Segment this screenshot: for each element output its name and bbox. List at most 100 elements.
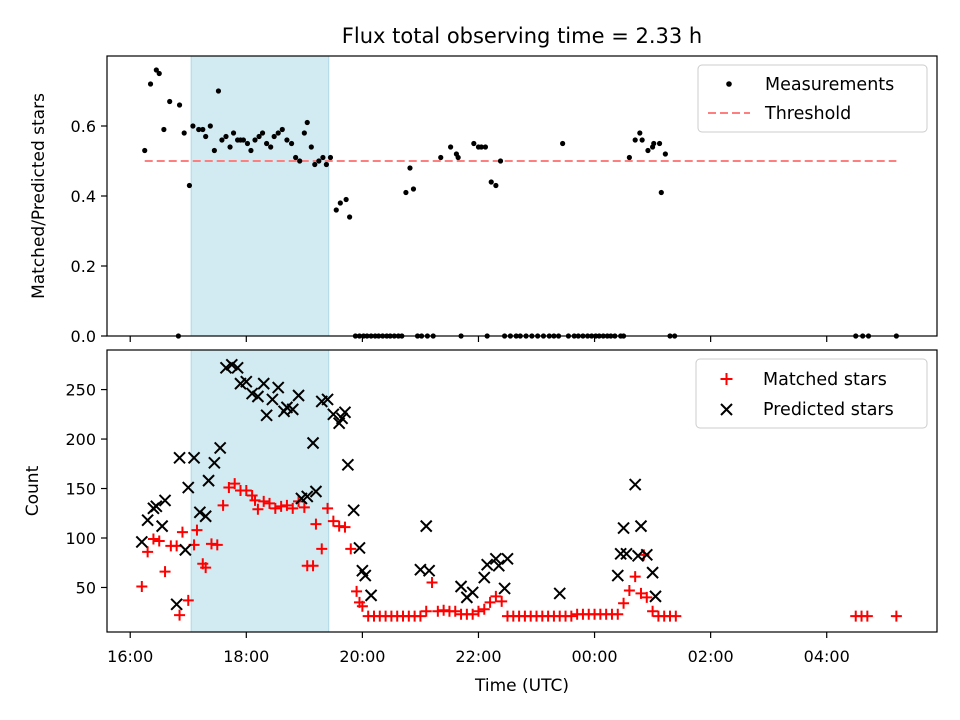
top-y-tick-label: 0.6 xyxy=(71,117,96,136)
measurement-point xyxy=(656,140,663,147)
measurement-point xyxy=(410,186,417,192)
legend-predicted-label: Predicted stars xyxy=(763,400,894,420)
predicted-star-point xyxy=(359,569,372,582)
predicted-star-point xyxy=(193,506,207,519)
matched-star-point xyxy=(629,571,641,583)
x-tick-label: 04:00 xyxy=(804,647,850,666)
predicted-star-point xyxy=(245,387,259,400)
matched-star-point xyxy=(467,608,479,620)
legend-threshold-label: Threshold xyxy=(764,104,851,124)
predicted-star-point xyxy=(272,381,285,394)
measurement-point xyxy=(639,137,645,143)
matched-star-point xyxy=(252,503,264,515)
measurement-point xyxy=(471,140,477,147)
legend-measurements-marker xyxy=(726,81,732,87)
matched-star-point xyxy=(191,524,203,536)
matched-star-point xyxy=(159,566,171,578)
measurement-point xyxy=(645,147,651,154)
measurement-point xyxy=(207,123,213,129)
matched-star-point xyxy=(635,587,647,599)
measurement-point xyxy=(161,126,167,133)
bottom-legend: Matched stars Predicted stars xyxy=(695,358,928,429)
measurement-point xyxy=(658,189,664,196)
predicted-star-point xyxy=(240,375,253,388)
bottom-highlight-band xyxy=(190,349,330,633)
measurement-point xyxy=(438,154,444,161)
measurement-point xyxy=(337,200,343,206)
highlight-band xyxy=(190,349,330,633)
matched-star-point xyxy=(182,594,194,606)
predicted-star-point xyxy=(309,485,323,498)
measurement-point xyxy=(156,70,162,77)
matched-star-point xyxy=(496,595,508,607)
x-axis-label: Time (UTC) xyxy=(474,676,569,696)
measurement-point xyxy=(323,161,329,168)
predicted-star-point xyxy=(155,519,169,533)
predicted-star-point xyxy=(364,589,378,602)
predicted-star-point xyxy=(646,566,659,579)
matched-star-point xyxy=(490,590,502,602)
matched-star-point xyxy=(240,485,252,497)
matched-star-point xyxy=(310,518,322,530)
predicted-star-point xyxy=(202,474,215,487)
measurement-point xyxy=(268,144,274,150)
measurement-point xyxy=(493,182,499,189)
predicted-star-point xyxy=(173,451,186,465)
matched-star-point xyxy=(287,502,299,514)
chart-title: Flux total observing time = 2.33 h xyxy=(342,24,702,48)
measurement-point xyxy=(560,140,566,147)
measurement-point xyxy=(288,140,295,147)
predicted-star-point xyxy=(327,408,340,421)
predicted-star-point xyxy=(553,587,566,600)
measurement-point xyxy=(211,147,217,154)
matched-star-point xyxy=(200,562,212,574)
predicted-star-point xyxy=(335,412,349,425)
predicted-star-point xyxy=(492,559,505,572)
predicted-star-point xyxy=(179,543,192,557)
measurement-point xyxy=(215,88,222,94)
top-highlight-band xyxy=(190,55,330,337)
measurement-point xyxy=(632,137,638,143)
measurement-point xyxy=(488,179,494,185)
measurement-point xyxy=(478,144,484,150)
predicted-star-point xyxy=(292,389,305,402)
predicted-star-point xyxy=(422,564,436,577)
measurement-point xyxy=(497,158,504,164)
bottom-x-ticks: 16:00 18:00 20:00 22:00 00:00 02:00 04:00 xyxy=(107,632,850,666)
measurement-point xyxy=(223,133,229,140)
matched-star-point xyxy=(307,560,319,572)
predicted-star-point xyxy=(480,558,494,571)
measurement-point xyxy=(271,133,277,140)
predicted-star-point xyxy=(257,377,270,390)
predicted-star-point xyxy=(466,586,479,599)
predicted-star-point xyxy=(286,403,299,416)
predicted-star-point xyxy=(620,547,633,561)
x-tick-label: 18:00 xyxy=(223,647,269,666)
top-legend-box xyxy=(697,64,928,133)
matched-star-point xyxy=(223,482,235,494)
matched-star-point xyxy=(478,603,490,615)
matched-star-point xyxy=(136,580,148,592)
predicted-star-point xyxy=(501,552,514,565)
measurement-point xyxy=(626,154,632,161)
matched-star-point xyxy=(142,546,154,558)
predicted-star-point xyxy=(628,478,642,491)
predicted-star-point xyxy=(301,490,314,503)
predicted-star-point xyxy=(489,552,503,565)
bottom-y-tick-label: 250 xyxy=(65,381,96,400)
matched-star-point xyxy=(420,605,432,617)
matched-star-point xyxy=(174,609,186,621)
bottom-y-tick-label: 50 xyxy=(76,578,96,597)
predicted-star-point xyxy=(347,504,360,517)
bottom-panel: 16:00 18:00 20:00 22:00 00:00 02:00 04:00 50 10… xyxy=(23,349,938,696)
matched-star-point xyxy=(351,585,363,597)
predicted-star-point xyxy=(150,500,163,513)
predicted-star-point xyxy=(170,598,183,611)
matched-star-point xyxy=(449,605,461,617)
measurement-point xyxy=(203,133,209,140)
predicted-star-point xyxy=(266,393,279,406)
measurement-point xyxy=(301,130,307,136)
matched-star-point xyxy=(316,543,328,555)
